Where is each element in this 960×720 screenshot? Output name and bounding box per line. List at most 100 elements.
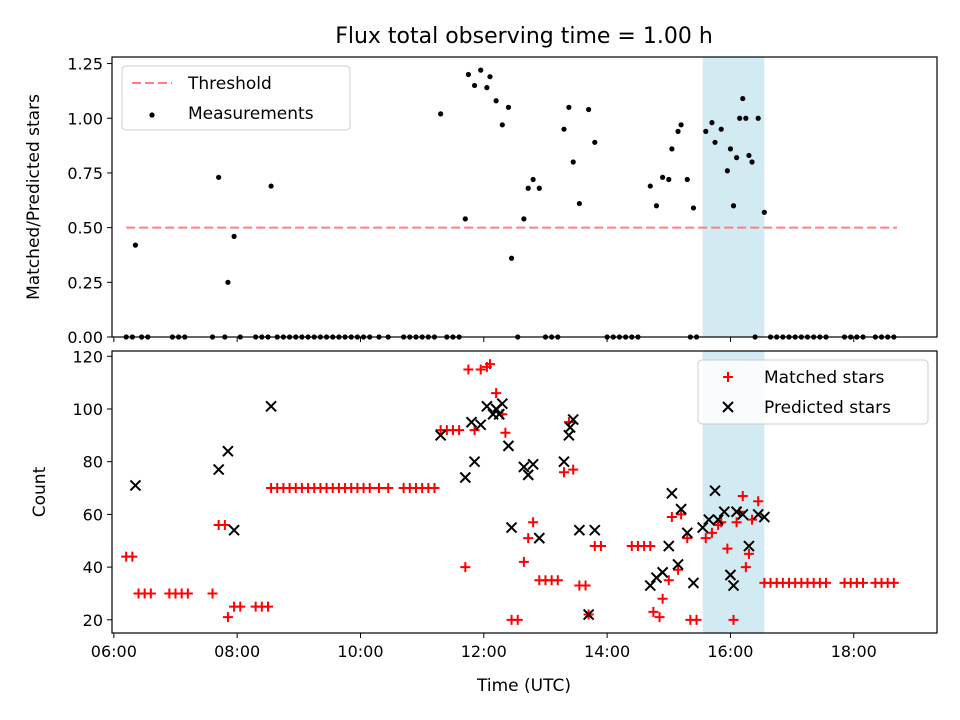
matched-star-point [682, 533, 693, 544]
legend-label: Predicted stars [764, 398, 891, 418]
matched-star-point [528, 517, 539, 528]
measurement-point [712, 139, 718, 145]
predicted-star-point [703, 513, 715, 526]
predicted-star-point [758, 511, 771, 523]
matched-star-point [740, 562, 751, 573]
measurement-point [709, 120, 715, 126]
y-tick-label: 0.25 [67, 273, 103, 292]
matched-star-point [821, 577, 832, 588]
x-tick-label: 16:00 [707, 642, 753, 661]
measurement-point [499, 122, 505, 128]
predicted-star-point [564, 421, 576, 434]
matched-star-point [484, 359, 495, 370]
measurement-point [462, 216, 468, 222]
measurement-point [740, 95, 746, 102]
legend-swatch [723, 372, 733, 382]
predicted-star-point [687, 577, 700, 589]
measurement-point [586, 106, 592, 113]
measurement-point [216, 174, 222, 180]
matched-star-point [460, 562, 471, 573]
matched-star-point [373, 483, 384, 494]
matched-star-point [676, 509, 687, 520]
matched-star-point [595, 541, 606, 552]
predicted-star-point [724, 569, 737, 581]
y-tick-label: 120 [72, 347, 103, 366]
predicted-star-point [502, 440, 515, 452]
predicted-star-point [567, 413, 579, 426]
x-tick-label: 12:00 [461, 642, 507, 661]
predicted-star-point [737, 508, 749, 521]
legend: Matched stars Predicted stars [697, 359, 929, 425]
matched-star-point [700, 533, 711, 544]
matched-star-point [454, 425, 465, 436]
predicted-star-point [663, 540, 675, 552]
matched-star-point [722, 543, 733, 554]
measurement-point [471, 82, 478, 89]
predicted-star-point [222, 445, 234, 457]
x-tick-label: 18:00 [831, 642, 877, 661]
predicted-star-point [666, 487, 678, 500]
legend-swatch [722, 401, 734, 413]
measurement-point [718, 126, 724, 132]
measurement-point [576, 200, 582, 207]
matched-star-point [728, 614, 739, 625]
measurement-point [530, 176, 536, 183]
matched-star-point [222, 612, 233, 623]
measurement-point [660, 174, 666, 180]
measurement-point [465, 71, 471, 78]
matched-star-point [182, 588, 193, 599]
matched-star-point [743, 548, 754, 559]
y-tick-label: 0.75 [67, 164, 103, 183]
measurement-point [684, 176, 690, 183]
measurement-point [749, 159, 755, 165]
matched-star-point [145, 588, 156, 599]
predicted-star-point [573, 524, 586, 536]
predicted-star-point [505, 521, 518, 534]
matched-star-point [568, 464, 579, 475]
matched-star-point [706, 527, 717, 538]
predicted-star-point [518, 461, 530, 473]
panel-ratio: 0.00 0.25 0.50 0.75 1.00 1.25 Matched/Predicte… [24, 55, 938, 347]
matched-star-point [691, 614, 702, 625]
measurement-point [666, 176, 672, 183]
y-axis-label: Count [30, 466, 50, 517]
predicted-star-point [675, 503, 687, 515]
measurement-point [268, 183, 274, 189]
predicted-star-point [434, 429, 447, 442]
matched-star-point [491, 388, 502, 399]
measurement-point [566, 104, 572, 110]
predicted-star-point [696, 521, 709, 534]
measurement-point [678, 122, 684, 128]
measurement-point [592, 139, 598, 145]
predicted-star-point [522, 469, 534, 481]
measurement-point [521, 216, 527, 222]
measurement-point [653, 203, 660, 209]
legend-label: Matched stars [764, 368, 884, 388]
measurement-point [536, 185, 542, 191]
panel-counts: 20 40 60 80 100 120 06:00 08:00 10:00 12:00 14:00 1… [30, 347, 938, 661]
matched-star-point [127, 551, 138, 562]
matched-star-point [645, 541, 656, 552]
predicted-star-point [459, 471, 472, 484]
measurement-point [484, 85, 490, 91]
predicted-star-point [589, 524, 601, 536]
predicted-star-point [644, 579, 656, 592]
measurement-point [478, 67, 484, 73]
predicted-star-point [468, 455, 481, 468]
y-axis-label: Matched/Predicted stars [24, 94, 44, 300]
chart-title: Flux total observing time = 1.00 h [335, 24, 713, 49]
legend-label: Threshold [187, 74, 272, 94]
predicted-star-point [475, 419, 487, 431]
matched-star-point [657, 593, 668, 604]
predicted-star-point [712, 513, 724, 526]
predicted-star-point [465, 416, 478, 428]
predicted-star-point [743, 540, 755, 552]
legend-box [121, 65, 351, 131]
x-tick-label: 08:00 [214, 642, 260, 661]
matched-star-point [469, 425, 480, 436]
predicted-star-point [496, 398, 509, 410]
y-tick-label: 1.00 [67, 109, 103, 128]
measurement-point [675, 128, 681, 134]
predicted-star-point [656, 566, 669, 579]
legend: Threshold Measurements [121, 65, 351, 131]
